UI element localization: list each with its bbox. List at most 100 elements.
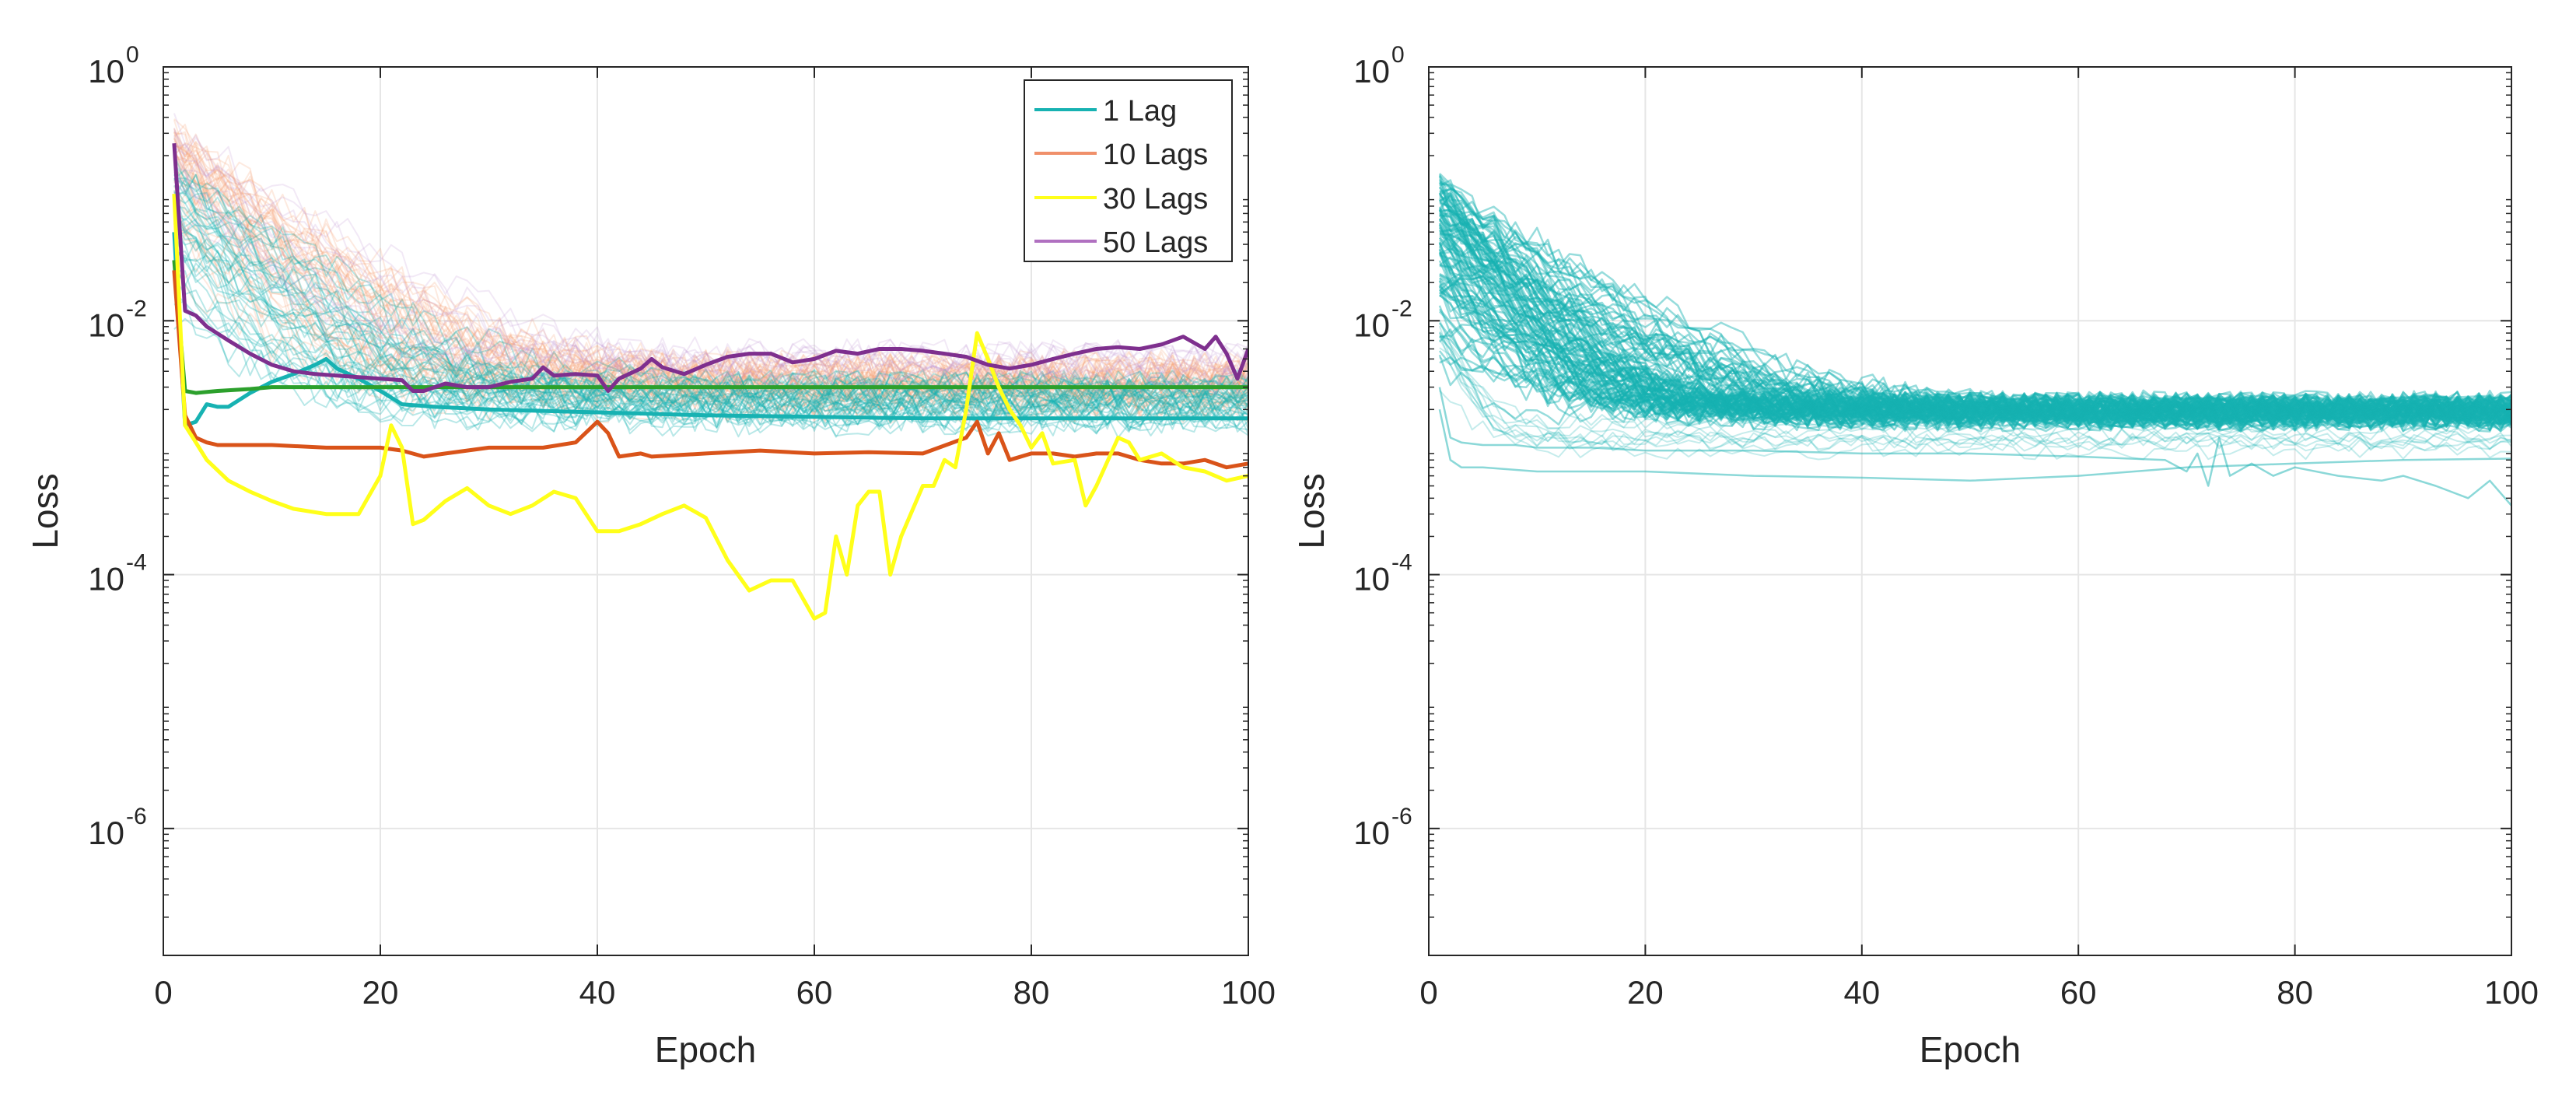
- left-faint-runs: [173, 113, 1248, 439]
- right-faint-run-line: [1438, 305, 2511, 421]
- left-faint-run-line: [173, 221, 1248, 423]
- right-faint-run-line: [1439, 188, 2511, 425]
- left-x-tick-label: 80: [1013, 974, 1050, 1011]
- right-faint-run-line: [1439, 235, 2511, 423]
- right-faint-run-line: [1438, 226, 2511, 427]
- right-faint-run-line: [1439, 209, 2511, 429]
- left-x-axis-label: Epoch: [655, 1029, 756, 1070]
- right-x-tick-label: 100: [2484, 974, 2539, 1011]
- right-faint-run-line: [1438, 332, 2511, 450]
- right-faint-run-line: [1438, 223, 2511, 431]
- right-faint-run-line: [1438, 181, 2511, 424]
- right-y-axis-label: Loss: [1291, 473, 1332, 548]
- left-series: [172, 143, 1248, 621]
- left-faint-run-line: [173, 191, 1248, 414]
- right-faint-run-line: [1439, 233, 2511, 422]
- right-y-tick-label-base: 10: [1353, 307, 1390, 343]
- left-faint-run-line: [173, 300, 1248, 414]
- right-faint-run-line: [1438, 350, 2511, 421]
- right-faint-run-line: [1439, 265, 2511, 422]
- left-faint-run-line: [173, 195, 1248, 401]
- right-faint-run-line: [1438, 218, 2511, 419]
- right-faint-run-line: [1439, 277, 2511, 425]
- right-faint-run-line: [1438, 230, 2511, 428]
- left-faint-run-line: [173, 173, 1248, 392]
- left-faint-run-line: [173, 119, 1248, 410]
- right-faint-run-line: [1438, 319, 2511, 446]
- right-faint-run-line: [1438, 280, 2511, 430]
- right-x-tick-label: 20: [1627, 974, 1664, 1011]
- right-faint-run-line: [1439, 289, 2511, 425]
- left-faint-run-line: [173, 142, 1248, 401]
- right-faint-run-line: [1439, 251, 2511, 426]
- right-faint-run-line: [1438, 246, 2511, 425]
- right-faint-run-line: [1439, 191, 2511, 430]
- left-y-tick-label-exponent: 0: [126, 42, 139, 68]
- right-faint-run-line: [1439, 241, 2511, 422]
- right-faint-run-line: [1438, 322, 2511, 422]
- left-faint-run-line: [173, 140, 1248, 394]
- right-faint-run-line: [1439, 294, 2511, 421]
- left-faint-run-line: [173, 137, 1248, 411]
- right-faint-run-line: [1438, 224, 2511, 423]
- right-grid: [1429, 67, 2511, 955]
- left-x-tick-label: 100: [1221, 974, 1276, 1011]
- left-y-tick-label-exponent: -4: [126, 550, 147, 576]
- left-faint-run-line: [173, 167, 1248, 401]
- right-faint-run-line: [1438, 252, 2511, 422]
- right-faint-run-line: [1438, 226, 2511, 433]
- right-faint-run-line: [1439, 237, 2511, 431]
- right-faint-run-line: [1439, 212, 2511, 419]
- right-faint-run-line: [1438, 248, 2511, 422]
- right-faint-run-line: [1438, 194, 2511, 423]
- right-faint-run-line: [1439, 264, 2511, 420]
- right-faint-run-line: [1438, 251, 2511, 429]
- right-faint-run-line: [1438, 207, 2511, 424]
- left-series-line-2: [172, 270, 1248, 470]
- legend-label-10-lags: 10 Lags: [1103, 138, 1208, 171]
- right-x-tick-label: 0: [1419, 974, 1437, 1011]
- right-faint-run-line: [1439, 180, 2511, 425]
- right-faint-run-line: [1438, 175, 2511, 419]
- right-faint-run-line: [1438, 286, 2511, 430]
- left-faint-run-line: [173, 155, 1248, 397]
- right-faint-run-line: [1438, 335, 2511, 430]
- left-faint-run-line: [173, 152, 1248, 413]
- right-faint-run-line: [1439, 209, 2511, 433]
- legend: 1 Lag 10 Lags 30 Lags 50 Lags: [1024, 79, 1233, 262]
- left-faint-run-line: [173, 144, 1248, 422]
- left-faint-run-line: [173, 262, 1248, 419]
- right-plot-area: [1429, 67, 2511, 955]
- right-faint-run-line: [1438, 233, 2511, 430]
- right-faint-run-line: [1438, 173, 2511, 429]
- left-faint-run-line: [173, 113, 1248, 376]
- left-faint-run-line: [173, 196, 1248, 409]
- left-faint-run-line: [173, 232, 1248, 413]
- right-faint-run-line: [1439, 208, 2511, 427]
- right-faint-run-line: [1439, 229, 2511, 426]
- right-faint-run-line: [1439, 202, 2511, 421]
- right-y-tick-label-exponent: -6: [1391, 804, 1412, 829]
- left-faint-run-line: [173, 169, 1248, 425]
- left-faint-run-line: [173, 173, 1248, 433]
- right-faint-run-line: [1438, 186, 2511, 429]
- right-faint-run-line: [1438, 178, 2511, 431]
- right-faint-run-line: [1439, 356, 2511, 443]
- left-faint-run-line: [173, 209, 1248, 409]
- left-y-tick-label-base: 10: [88, 53, 124, 89]
- left-faint-run-line: [173, 156, 1248, 419]
- right-faint-run-line: [1439, 201, 2511, 429]
- left-faint-run-line: [173, 177, 1248, 405]
- left-faint-run-line: [173, 133, 1248, 401]
- right-faint-run-line: [1438, 274, 2511, 432]
- left-faint-run-line: [173, 256, 1248, 397]
- left-faint-run-line: [173, 205, 1248, 426]
- left-faint-run-line: [173, 277, 1248, 433]
- right-y-tick-label-base: 10: [1353, 561, 1390, 598]
- left-x-tick-label: 20: [362, 974, 399, 1011]
- right-y-tick-label-exponent: 0: [1391, 42, 1405, 68]
- right-faint-run-line: [1438, 198, 2511, 420]
- right-faint-run-line: [1439, 195, 2511, 427]
- right-faint-run-line: [1439, 187, 2511, 426]
